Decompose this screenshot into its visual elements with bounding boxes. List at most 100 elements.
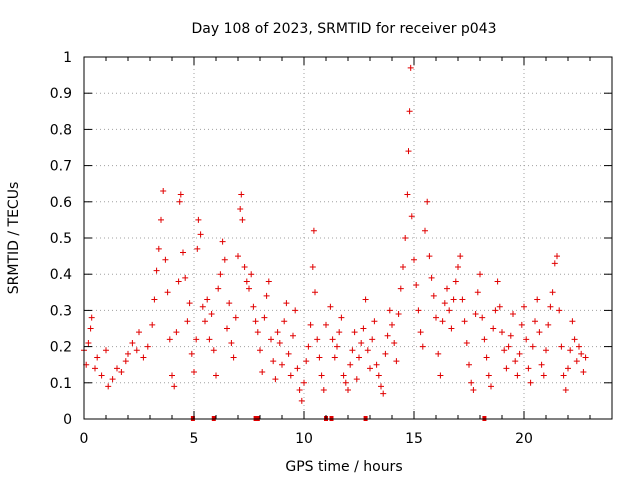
data-point — [195, 216, 202, 223]
data-point — [160, 187, 167, 194]
data-point — [452, 278, 459, 285]
y-tick-label: 0.3 — [50, 303, 72, 319]
data-point — [202, 318, 208, 325]
data-point — [358, 339, 365, 346]
data-point — [217, 271, 224, 278]
data-point — [351, 329, 358, 336]
data-point — [560, 372, 567, 379]
x-tick-labels: 0 5 10 15 20 — [80, 431, 533, 447]
data-point — [404, 191, 411, 198]
data-point — [499, 329, 505, 336]
data-point — [373, 361, 380, 368]
data-point — [356, 354, 362, 361]
data-point — [470, 387, 477, 394]
data-point — [194, 245, 201, 252]
data-point — [479, 314, 486, 321]
data-point — [391, 339, 398, 346]
data-point — [573, 358, 580, 365]
y-tick-label: 0.7 — [50, 159, 72, 175]
data-point — [558, 343, 565, 350]
data-point — [250, 303, 257, 310]
data-point — [166, 336, 173, 343]
data-point — [318, 372, 325, 379]
data-point — [158, 216, 164, 223]
data-point — [411, 256, 417, 263]
data-point — [206, 336, 213, 343]
data-point — [230, 354, 237, 361]
axis-ticks — [83, 56, 612, 420]
data-point — [483, 354, 490, 361]
data-point — [444, 285, 450, 292]
data-point — [397, 285, 404, 292]
data-point — [323, 321, 329, 328]
data-point — [248, 271, 255, 278]
data-point — [285, 350, 292, 357]
data-point — [435, 350, 442, 357]
data-point — [129, 339, 136, 346]
data-point — [408, 213, 415, 220]
data-point — [405, 148, 412, 155]
data-point — [118, 368, 125, 375]
data-point — [164, 289, 171, 296]
data-point — [512, 358, 519, 365]
data-point — [281, 318, 288, 325]
data-point — [336, 329, 343, 336]
data-point — [305, 343, 312, 350]
data-point — [345, 387, 351, 394]
y-tick-labels: 0 0.1 0.2 0.3 0.4 0.5 0.6 0.7 0.8 0.9 1 — [50, 50, 72, 428]
data-point — [384, 332, 391, 339]
data-point — [364, 347, 371, 354]
data-point — [103, 347, 109, 354]
data-point — [516, 350, 523, 357]
data-point — [576, 343, 582, 350]
data-point — [430, 292, 437, 299]
data-point — [551, 260, 558, 267]
data-point — [525, 365, 532, 372]
data-point — [545, 321, 552, 328]
data-point — [92, 365, 98, 372]
y-tick-label: 0 — [63, 412, 72, 428]
data-point — [105, 383, 112, 390]
data-point — [406, 108, 413, 115]
data-point — [496, 303, 503, 310]
data-point — [538, 361, 545, 368]
x-tick-label: 0 — [80, 431, 89, 447]
data-point — [320, 387, 327, 394]
data-point — [472, 311, 479, 318]
data-point — [180, 249, 186, 256]
data-point — [279, 361, 285, 368]
data-point — [378, 383, 384, 390]
data-point — [193, 336, 200, 343]
data-point — [549, 289, 556, 296]
data-point — [554, 253, 560, 260]
data-point — [274, 329, 281, 336]
data-point — [85, 339, 92, 346]
data-point — [114, 365, 120, 372]
data-point — [395, 311, 402, 318]
data-point — [459, 296, 466, 303]
data-point — [210, 347, 217, 354]
data-point — [393, 358, 400, 365]
data-point — [455, 263, 461, 270]
data-point — [238, 191, 245, 198]
data-point — [419, 343, 426, 350]
data-point — [176, 198, 183, 205]
data-point — [340, 372, 347, 379]
data-point — [527, 379, 534, 386]
data-point — [188, 350, 195, 357]
data-point — [263, 292, 270, 299]
data-point — [155, 245, 162, 252]
data-point — [191, 368, 197, 375]
data-point — [109, 376, 116, 383]
data-point — [268, 336, 274, 343]
data-point — [314, 336, 321, 343]
data-point — [457, 253, 464, 260]
data-point — [301, 379, 307, 386]
data-point — [446, 307, 453, 314]
data-point — [375, 372, 382, 379]
y-tick-label: 1 — [63, 50, 72, 66]
data-point — [437, 372, 444, 379]
data-point — [303, 358, 310, 365]
data-point — [532, 318, 538, 325]
data-point — [310, 227, 317, 234]
